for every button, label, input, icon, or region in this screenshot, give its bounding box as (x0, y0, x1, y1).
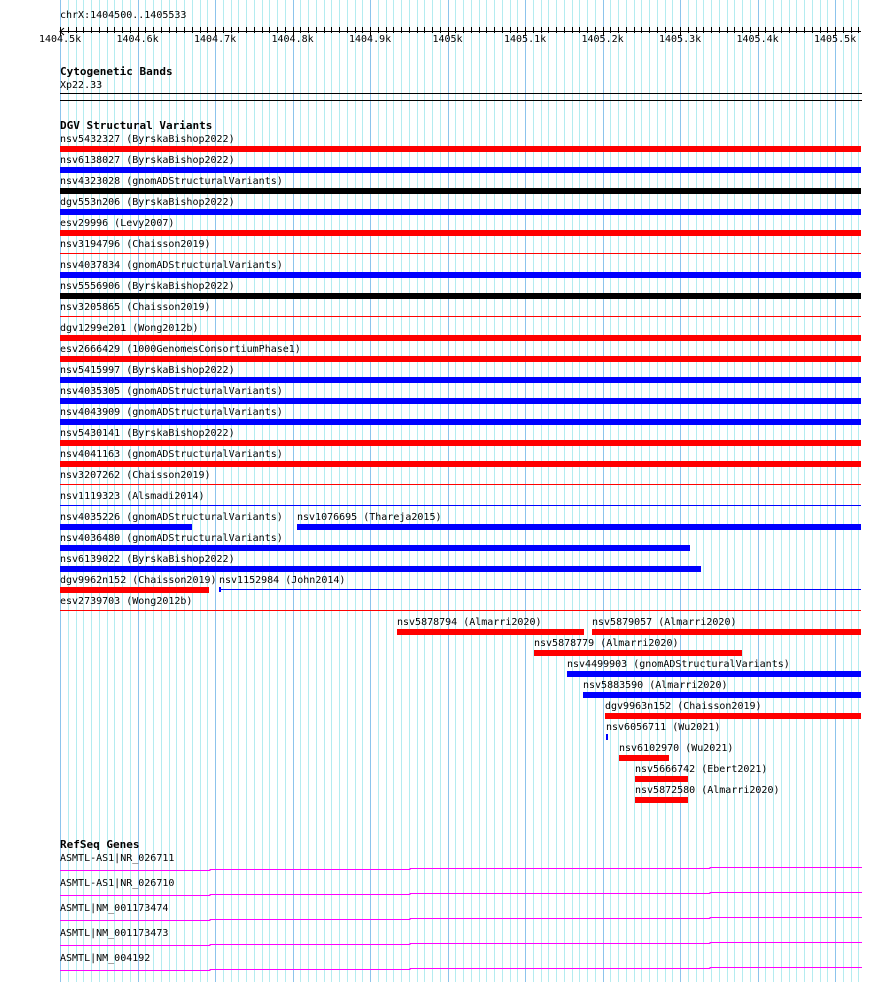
variant-label[interactable]: nsv5872580 (Almarri2020) (635, 785, 780, 796)
variant-bar[interactable] (397, 629, 584, 635)
ruler-tick-label: 1404.5k (39, 34, 82, 45)
variant-label[interactable]: nsv6139022 (ByrskaBishop2022) (60, 554, 235, 565)
variant-bar[interactable] (60, 316, 861, 317)
variant-label[interactable]: nsv5883590 (Almarri2020) (583, 680, 728, 691)
variant-bar[interactable] (619, 755, 669, 761)
variant-bar[interactable] (60, 440, 861, 446)
variant-bar[interactable] (60, 146, 861, 152)
gene-label[interactable]: ASMTL-AS1|NR_026710 (60, 878, 175, 889)
variant-label[interactable]: nsv4036480 (gnomADStructuralVariants) (60, 533, 283, 544)
variant-bar[interactable] (60, 272, 861, 278)
variant-label[interactable]: nsv5878794 (Almarri2020) (397, 617, 542, 628)
variant-label[interactable]: nsv4035226 (gnomADStructuralVariants) (60, 512, 283, 523)
location-label: chrX:1404500..1405533 (60, 10, 187, 21)
variant-label[interactable]: dgv1299e201 (Wong2012b) (60, 323, 199, 334)
ruler-tick-label: 1404.8k (271, 34, 314, 45)
dgv-track-title: DGV Structural Variants (60, 119, 213, 132)
variant-label[interactable]: nsv3205865 (Chaisson2019) (60, 302, 211, 313)
gene-intron-line (60, 867, 862, 871)
variant-label[interactable]: nsv5556906 (ByrskaBishop2022) (60, 281, 235, 292)
variant-bar[interactable] (60, 566, 701, 572)
cytoband-label[interactable]: Xp22.33 (60, 80, 103, 91)
variant-label[interactable]: nsv3194796 (Chaisson2019) (60, 239, 211, 250)
variant-bar[interactable] (297, 524, 861, 530)
variant-bar[interactable] (60, 335, 861, 341)
variant-label[interactable]: esv29996 (Levy2007) (60, 218, 175, 229)
variant-label[interactable]: nsv4041163 (gnomADStructuralVariants) (60, 449, 283, 460)
variant-bar[interactable] (635, 797, 688, 803)
variant-label[interactable]: nsv4499903 (gnomADStructuralVariants) (567, 659, 790, 670)
variant-label[interactable]: dgv9963n152 (Chaisson2019) (605, 701, 762, 712)
variant-bar[interactable] (60, 524, 192, 530)
variant-label[interactable]: esv2666429 (1000GenomesConsortiumPhase1) (60, 344, 301, 355)
ruler-arrow-left-icon (59, 27, 65, 36)
variant-bar[interactable] (583, 692, 861, 698)
variant-bar[interactable] (60, 587, 209, 593)
variant-bar[interactable] (60, 505, 861, 506)
gene-intron-line (60, 917, 862, 921)
gene-intron-line (60, 967, 862, 971)
refseq-track-title: RefSeq Genes (60, 838, 140, 851)
variant-bar[interactable] (635, 776, 688, 782)
variant-label[interactable]: nsv4037834 (gnomADStructuralVariants) (60, 260, 283, 271)
variant-bar[interactable] (60, 461, 861, 467)
variant-label[interactable]: nsv3207262 (Chaisson2019) (60, 470, 211, 481)
variant-bar[interactable] (60, 545, 690, 551)
variant-label[interactable]: nsv5430141 (ByrskaBishop2022) (60, 428, 235, 439)
variant-bar[interactable] (606, 734, 608, 740)
ruler-tick-label: 1405k (432, 34, 463, 45)
variant-bar[interactable] (219, 589, 861, 590)
variant-label[interactable]: esv2739703 (Wong2012b) (60, 596, 193, 607)
variant-label[interactable]: nsv6056711 (Wu2021) (606, 722, 721, 733)
gene-label[interactable]: ASMTL|NM_001173473 (60, 928, 169, 939)
gene-label[interactable]: ASMTL|NM_004192 (60, 953, 151, 964)
variant-label[interactable]: nsv4035305 (gnomADStructuralVariants) (60, 386, 283, 397)
variant-bar[interactable] (60, 484, 861, 485)
variant-label[interactable]: nsv5666742 (Ebert2021) (635, 764, 768, 775)
variant-label[interactable]: nsv6138027 (ByrskaBishop2022) (60, 155, 235, 166)
variant-bar[interactable] (60, 419, 861, 425)
ruler-tick-label: 1405.3k (659, 34, 702, 45)
variant-bar[interactable] (60, 293, 861, 299)
variant-bar[interactable] (60, 230, 861, 236)
ruler-tick-label: 1405.2k (581, 34, 624, 45)
gene-label[interactable]: ASMTL-AS1|NR_026711 (60, 853, 175, 864)
gene-intron-line (60, 942, 862, 946)
variant-bar[interactable] (60, 610, 861, 611)
ruler-tick-label: 1405.1k (504, 34, 547, 45)
variant-label[interactable]: nsv5879057 (Almarri2020) (592, 617, 737, 628)
ruler-tick-label: 1405.4k (736, 34, 779, 45)
variant-label[interactable]: nsv6102970 (Wu2021) (619, 743, 734, 754)
cytoband-track-title: Cytogenetic Bands (60, 65, 173, 78)
variant-bar[interactable] (60, 377, 861, 383)
ruler-tick-label: 1405.5k (814, 34, 857, 45)
gene-intron-line (60, 892, 862, 896)
gene-label[interactable]: ASMTL|NM_001173474 (60, 903, 169, 914)
variant-label[interactable]: nsv1119323 (Alsmadi2014) (60, 491, 205, 502)
variant-label[interactable]: dgv9962n152 (Chaisson2019) (60, 575, 217, 586)
variant-label[interactable]: nsv1152984 (John2014) (219, 575, 346, 586)
variant-bar[interactable] (605, 713, 861, 719)
variant-start-tick (219, 587, 221, 592)
ruler-tick-label: 1404.7k (194, 34, 237, 45)
variant-label[interactable]: nsv5878779 (Almarri2020) (534, 638, 679, 649)
variant-bar[interactable] (592, 629, 861, 635)
ruler-tick-label: 1404.6k (116, 34, 159, 45)
variant-bar[interactable] (60, 398, 861, 404)
variant-bar[interactable] (567, 671, 861, 677)
variant-bar[interactable] (60, 253, 861, 254)
variant-label[interactable]: nsv5432327 (ByrskaBishop2022) (60, 134, 235, 145)
ruler-tick-label: 1404.9k (349, 34, 392, 45)
variant-bar[interactable] (534, 650, 742, 656)
variant-bar[interactable] (60, 209, 861, 215)
variant-bar[interactable] (60, 356, 861, 362)
variant-bar[interactable] (60, 188, 861, 194)
variant-label[interactable]: nsv4323028 (gnomADStructuralVariants) (60, 176, 283, 187)
variant-label[interactable]: dgv553n206 (ByrskaBishop2022) (60, 197, 235, 208)
variant-label[interactable]: nsv1076695 (Thareja2015) (297, 512, 442, 523)
variant-label[interactable]: nsv4043909 (gnomADStructuralVariants) (60, 407, 283, 418)
variant-label[interactable]: nsv5415997 (ByrskaBishop2022) (60, 365, 235, 376)
variant-bar[interactable] (60, 167, 861, 173)
